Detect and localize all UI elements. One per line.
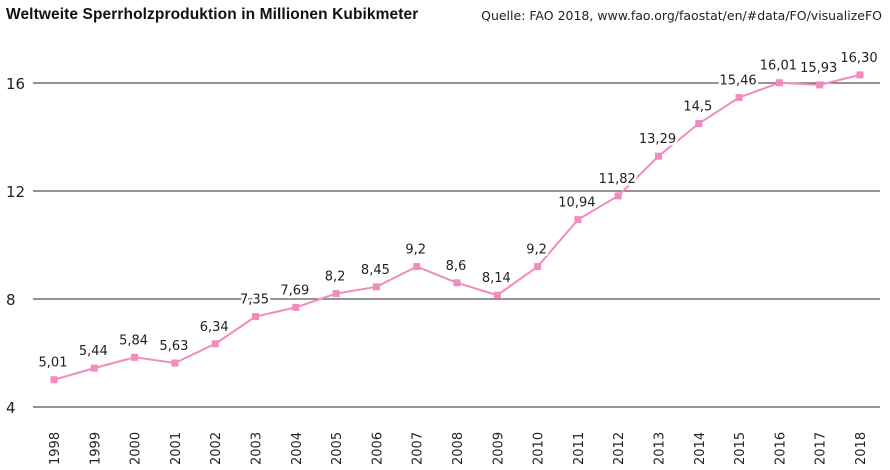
- data-point-marker: [50, 376, 58, 384]
- data-point-marker: [292, 303, 300, 311]
- x-tick-label: 2007: [411, 432, 426, 465]
- data-label: 16,01: [760, 59, 797, 74]
- data-labels: 5,01 5,44 5,84 5,63 6,34 7,35 7,69 8,2 8,45 9,2 8,…: [36, 48, 880, 373]
- x-axis-ticks: 1998 1999 2000 2001 2002 2003 2004 2005 2006 2007…: [48, 432, 869, 465]
- data-label: 15,46: [719, 74, 756, 89]
- x-tick-label: 2011: [572, 432, 587, 465]
- data-label: 9,2: [405, 243, 426, 258]
- data-point-marker: [655, 152, 662, 160]
- data-label: 5,01: [39, 356, 68, 371]
- data-point-marker: [493, 291, 501, 299]
- data-label: 8,2: [325, 270, 346, 285]
- x-tick-label: 2008: [451, 432, 466, 465]
- data-point-marker: [413, 263, 421, 271]
- x-tick-label: 2002: [209, 432, 224, 465]
- data-point-marker: [695, 120, 703, 127]
- data-label: 8,14: [482, 271, 511, 286]
- y-tick-label: 16: [6, 75, 25, 93]
- data-point-marker: [574, 216, 582, 224]
- data-point-marker: [453, 279, 461, 287]
- x-tick-label: 2015: [733, 432, 748, 465]
- data-label: 5,44: [79, 344, 108, 359]
- series-sperrholz: [50, 71, 864, 384]
- data-point-marker: [372, 283, 380, 291]
- data-label: 5,84: [119, 333, 148, 348]
- x-tick-label: 2012: [612, 432, 627, 465]
- data-label: 7,69: [280, 283, 309, 298]
- x-tick-label: 1999: [88, 432, 103, 465]
- data-point-marker: [614, 192, 622, 200]
- gridlines: [33, 82, 880, 408]
- y-axis-ticks: 4 8 12 16: [6, 75, 25, 417]
- x-tick-label: 2001: [169, 432, 184, 465]
- data-label: 6,34: [200, 320, 229, 335]
- data-label: 8,45: [361, 263, 390, 278]
- y-tick-label: 4: [6, 399, 16, 417]
- data-point-marker: [332, 290, 340, 298]
- x-tick-label: 2004: [290, 432, 305, 465]
- data-label: 5,63: [159, 339, 188, 354]
- data-point-marker: [735, 94, 743, 102]
- x-tick-label: 2014: [693, 432, 708, 465]
- data-label: 13,29: [639, 132, 676, 147]
- data-label: 7,35: [240, 293, 269, 308]
- y-tick-label: 8: [6, 291, 16, 309]
- data-label: 15,93: [800, 61, 837, 76]
- data-label: 10,94: [558, 196, 595, 211]
- x-tick-label: 2000: [129, 432, 144, 465]
- data-point-marker: [856, 71, 864, 79]
- x-tick-label: 1998: [48, 432, 63, 465]
- data-point-marker: [211, 340, 219, 348]
- x-tick-label: 2018: [854, 432, 869, 465]
- x-tick-label: 2017: [814, 432, 829, 465]
- x-tick-label: 2013: [653, 432, 668, 465]
- chart-source: Quelle: FAO 2018, www.fao.org/faostat/en…: [481, 8, 882, 23]
- x-tick-label: 2010: [532, 432, 547, 465]
- x-tick-label: 2009: [491, 432, 506, 465]
- y-tick-label: 12: [6, 183, 25, 201]
- chart-title: Weltweite Sperrholzproduktion in Million…: [6, 6, 419, 23]
- data-point-marker: [534, 263, 542, 271]
- data-label: 11,82: [599, 172, 636, 187]
- data-label: 14,5: [683, 100, 712, 115]
- data-point-marker: [90, 364, 98, 372]
- data-point-marker: [171, 359, 179, 367]
- series-line: [53, 73, 861, 381]
- data-point-marker: [775, 79, 783, 87]
- data-point-marker: [131, 353, 139, 361]
- x-tick-label: 2005: [330, 432, 345, 465]
- x-tick-label: 2006: [370, 432, 385, 465]
- data-label: 16,30: [840, 51, 877, 66]
- x-tick-label: 2016: [773, 432, 788, 465]
- x-tick-label: 2003: [250, 432, 265, 465]
- data-point-marker: [252, 313, 259, 321]
- data-point-marker: [816, 81, 824, 89]
- data-label: 9,2: [526, 243, 547, 258]
- data-label: 8,6: [446, 259, 467, 274]
